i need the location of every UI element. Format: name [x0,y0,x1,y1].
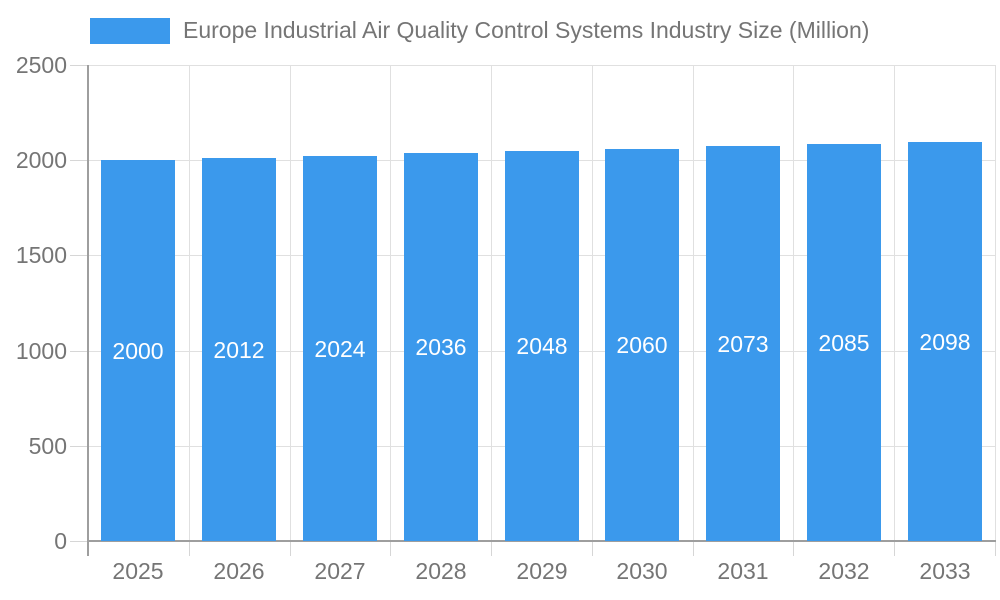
bar[interactable]: 2073 [706,146,780,541]
bar-value-label: 2024 [314,335,366,362]
y-tick-mark [70,446,88,447]
x-tick-label: 2030 [616,558,668,584]
x-tick-mark [491,541,492,556]
x-tick-label: 2029 [516,558,568,584]
bar[interactable]: 2000 [101,160,175,541]
y-tick-mark [70,255,88,256]
bar-value-label: 2085 [818,329,870,356]
gridline-vertical [793,65,794,541]
x-tick-mark [995,541,996,556]
x-axis-line [87,540,996,542]
y-axis-line [87,65,89,556]
bar[interactable]: 2098 [908,142,982,541]
x-tick-mark [592,541,593,556]
y-tick-mark [70,351,88,352]
bar[interactable]: 2024 [303,156,377,541]
gridline-vertical [491,65,492,541]
x-tick-mark [693,541,694,556]
y-tick-mark [70,160,88,161]
bar[interactable]: 2085 [807,144,881,541]
gridline-vertical [995,65,996,541]
legend-label: Europe Industrial Air Quality Control Sy… [183,17,870,43]
x-tick-label: 2033 [919,558,971,584]
bar-value-label: 2098 [919,328,971,355]
bar[interactable]: 2012 [202,158,276,541]
y-tick-label: 2500 [15,52,67,78]
x-tick-label: 2031 [717,558,769,584]
y-tick-mark [70,541,88,542]
y-tick-label: 1500 [15,242,67,268]
x-tick-mark [189,541,190,556]
gridline-vertical [390,65,391,541]
legend-swatch-icon [90,17,170,44]
bar[interactable]: 2048 [505,151,579,541]
gridline-vertical [592,65,593,541]
bar-value-label: 2012 [213,336,265,363]
legend-item[interactable]: Europe Industrial Air Quality Control Sy… [90,17,869,44]
x-tick-mark [290,541,291,556]
gridline-vertical [693,65,694,541]
x-tick-label: 2028 [415,558,467,584]
y-tick-mark [70,65,88,66]
gridline-vertical [290,65,291,541]
gridline-vertical [189,65,190,541]
bar-value-label: 2036 [415,334,467,360]
bar-value-label: 2060 [616,332,668,358]
x-tick-label: 2026 [213,558,265,584]
bar-value-label: 2000 [112,337,164,364]
x-tick-label: 2032 [818,558,870,584]
bar[interactable]: 2060 [605,149,679,541]
bar-value-label: 2073 [717,330,769,357]
bar-value-label: 2048 [516,333,568,359]
bar[interactable]: 2036 [404,153,478,541]
y-tick-label: 2000 [15,147,67,173]
y-tick-label: 0 [54,528,67,554]
x-tick-mark [894,541,895,556]
y-tick-label: 1000 [15,338,67,364]
y-tick-label: 500 [28,433,67,459]
x-tick-mark [390,541,391,556]
x-tick-label: 2027 [314,558,366,584]
gridline-vertical [894,65,895,541]
x-tick-label: 2025 [112,558,164,584]
x-tick-mark [793,541,794,556]
gridline-horizontal [88,65,995,66]
